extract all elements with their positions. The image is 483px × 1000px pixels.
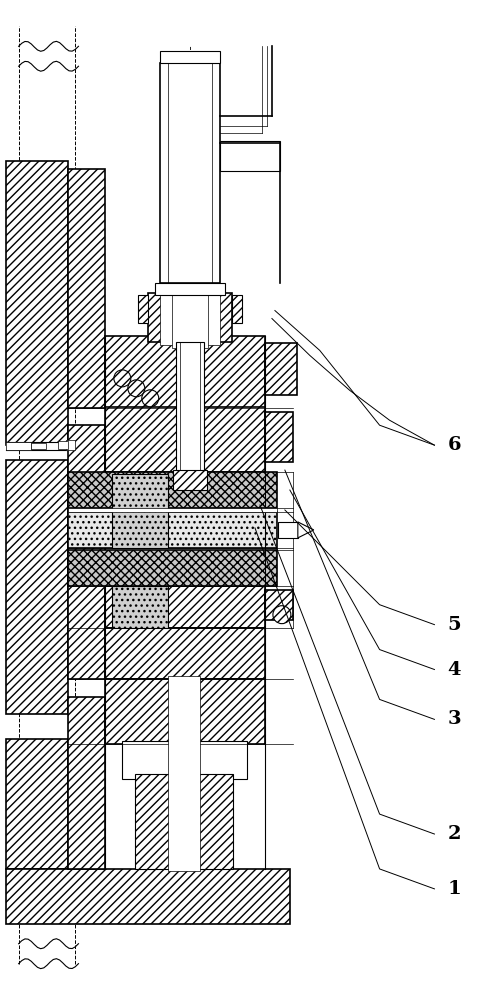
Bar [105, 407, 265, 472]
Bar [265, 412, 293, 462]
Bar [155, 283, 225, 295]
Bar [173, 470, 207, 490]
Circle shape [114, 370, 131, 387]
Bar [160, 290, 220, 345]
Bar [6, 442, 30, 450]
Text: 4: 4 [448, 661, 461, 679]
Bar [135, 774, 233, 869]
Bar [176, 342, 204, 472]
Bar [68, 425, 105, 679]
Bar [113, 586, 168, 628]
Bar [105, 336, 265, 408]
Bar [160, 63, 220, 283]
Bar [105, 679, 265, 744]
Bar [68, 472, 277, 508]
Bar [105, 586, 265, 628]
Bar [122, 741, 247, 779]
Bar [68, 550, 277, 586]
Circle shape [128, 380, 145, 397]
Bar [66, 440, 75, 450]
Text: 2: 2 [448, 825, 461, 843]
Bar [6, 161, 68, 445]
Bar [220, 141, 280, 171]
Bar [68, 508, 277, 512]
Polygon shape [298, 522, 314, 538]
Bar [105, 628, 265, 679]
Text: 1: 1 [448, 880, 461, 898]
Circle shape [142, 390, 159, 407]
Bar [265, 343, 297, 395]
Bar [6, 869, 290, 924]
Bar [6, 460, 68, 714]
Bar [148, 293, 232, 342]
Text: 5: 5 [448, 616, 461, 634]
Bar [68, 512, 277, 548]
Bar [265, 590, 293, 620]
Bar [6, 442, 68, 450]
Circle shape [273, 606, 291, 624]
Bar [232, 295, 242, 323]
Bar [138, 295, 148, 323]
Bar [172, 287, 208, 348]
Bar [278, 522, 298, 538]
Bar [6, 739, 68, 869]
Bar [68, 697, 105, 869]
Bar [30, 443, 45, 449]
Text: 3: 3 [448, 710, 461, 728]
Bar [160, 51, 220, 63]
Bar [113, 474, 168, 548]
Bar [57, 441, 68, 449]
Text: 6: 6 [448, 436, 461, 454]
Bar [68, 169, 105, 408]
Bar [168, 676, 200, 871]
